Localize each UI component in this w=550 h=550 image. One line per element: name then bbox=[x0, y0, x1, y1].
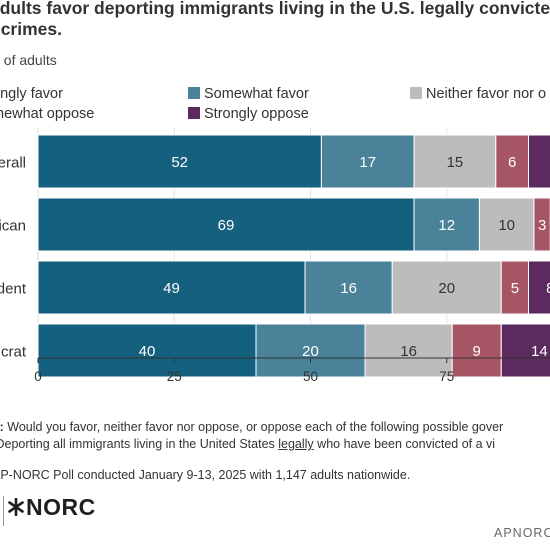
category-label: dent bbox=[0, 281, 27, 298]
bar-segment bbox=[37, 134, 322, 189]
data-label: 5 bbox=[511, 280, 519, 297]
bar-segment bbox=[533, 197, 550, 252]
data-label: 8 bbox=[546, 280, 550, 297]
stacked-bar-chart: 52171561erall6912103ican49162058dent4020… bbox=[0, 128, 550, 384]
legend-label: Somewhat favor bbox=[204, 86, 309, 102]
legend-swatch bbox=[188, 107, 200, 119]
data-label: 49 bbox=[163, 280, 180, 297]
x-tick-label: 25 bbox=[167, 369, 182, 384]
chart-subtitle: t of adults bbox=[0, 52, 57, 68]
bar-segment bbox=[528, 134, 550, 189]
data-label: 20 bbox=[302, 343, 319, 360]
legend-swatch bbox=[188, 87, 200, 99]
legend-label: Strongly oppose bbox=[204, 106, 309, 122]
data-label: 69 bbox=[218, 217, 235, 234]
title-line-2: t crimes. bbox=[0, 19, 62, 39]
data-label: 16 bbox=[400, 343, 417, 360]
legend-swatch bbox=[410, 87, 422, 99]
legend-item-strongly-oppose: Strongly oppose bbox=[188, 106, 309, 124]
category-label: ican bbox=[0, 218, 26, 235]
bar-segment bbox=[528, 260, 550, 315]
legend-label: ongly favor bbox=[0, 86, 63, 102]
legend-label: mewhat oppose bbox=[0, 106, 95, 122]
x-tick-label: 50 bbox=[303, 369, 318, 384]
data-label: 15 bbox=[447, 154, 464, 171]
legend-item-somewhat-favor: Somewhat favor bbox=[188, 86, 309, 104]
category-label: erall bbox=[0, 155, 26, 172]
data-label: 12 bbox=[438, 217, 455, 234]
bar-segment bbox=[320, 134, 415, 189]
legend-item-strongly-favor: ongly favor bbox=[0, 86, 63, 104]
bar-segment bbox=[37, 197, 415, 252]
bar-segment bbox=[364, 323, 453, 378]
bar-segment bbox=[451, 323, 502, 378]
question-text-start: [Deporting all immigrants living in the … bbox=[0, 437, 279, 451]
bar-segment bbox=[304, 260, 393, 315]
source-note: AP-NORC Poll conducted January 9-13, 202… bbox=[0, 468, 411, 482]
data-label: 16 bbox=[340, 280, 357, 297]
x-tick-label: 75 bbox=[439, 369, 454, 384]
bar-segment bbox=[413, 134, 497, 189]
data-label: 20 bbox=[438, 280, 455, 297]
question-prefix: n: bbox=[0, 420, 4, 434]
question-underlined-word: legally bbox=[278, 437, 314, 451]
data-label: 52 bbox=[171, 154, 188, 171]
data-label: 3 bbox=[538, 217, 546, 234]
logo-text: NORC bbox=[26, 494, 96, 520]
data-label: 10 bbox=[498, 217, 515, 234]
bar-segment bbox=[500, 260, 529, 315]
question-text: Would you favor, neither favor nor oppos… bbox=[3, 420, 504, 434]
x-tick-label: 0 bbox=[34, 369, 42, 384]
bar-segment bbox=[37, 323, 257, 378]
logo-divider bbox=[3, 496, 4, 526]
legend-item-somewhat-oppose: mewhat oppose bbox=[0, 106, 94, 124]
bar-segment bbox=[478, 197, 535, 252]
data-label: 14 bbox=[531, 343, 548, 360]
bar-segment bbox=[500, 323, 550, 378]
legend-label: Neither favor nor o bbox=[426, 86, 547, 102]
data-label: 17 bbox=[359, 154, 376, 171]
title-line-1: adults favor deporting immigrants living… bbox=[0, 0, 550, 18]
question-line-1: n: Would you favor, neither favor nor op… bbox=[0, 420, 503, 434]
bar-segment bbox=[391, 260, 502, 315]
category-label: crat bbox=[1, 344, 27, 361]
norc-logo: NORC bbox=[8, 494, 96, 521]
data-label: 6 bbox=[508, 154, 516, 171]
bar-segment bbox=[37, 260, 306, 315]
data-label: 40 bbox=[139, 343, 156, 360]
bar-segment bbox=[255, 323, 366, 378]
data-label: 9 bbox=[473, 343, 481, 360]
chart-title: adults favor deporting immigrants living… bbox=[0, 0, 550, 40]
norc-star-icon bbox=[8, 497, 24, 517]
question-line-2: [Deporting all immigrants living in the … bbox=[0, 437, 495, 451]
legend-item-neither: Neither favor nor o bbox=[410, 86, 546, 104]
question-text-end: who have been convicted of a vi bbox=[313, 437, 496, 451]
footer-url: APNORC. bbox=[494, 526, 550, 540]
